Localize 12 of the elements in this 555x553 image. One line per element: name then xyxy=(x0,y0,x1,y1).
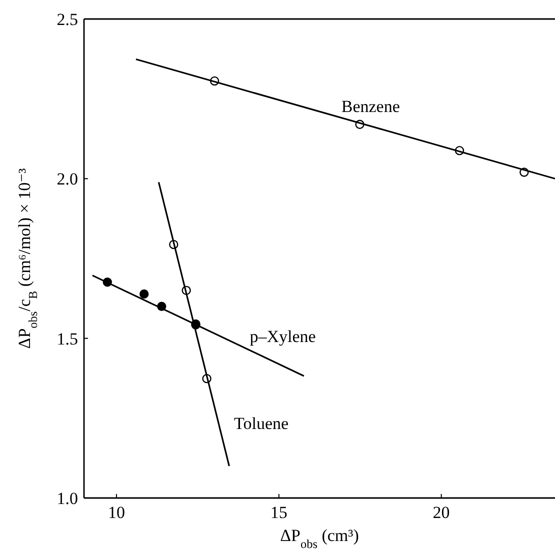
y-tick-label: 1.0 xyxy=(56,489,78,508)
x-tick-label: 20 xyxy=(432,503,450,522)
series-label: p–Xylene xyxy=(250,326,316,346)
y-tick-label: 1.5 xyxy=(56,329,78,348)
x-axis-title: ΔP$_{obs}$ (cm³) xyxy=(280,526,359,551)
series-label: Toluene xyxy=(234,414,289,434)
y-tick-label: 2.5 xyxy=(56,10,78,29)
x-tick-label: 15 xyxy=(270,503,288,522)
series-label: Benzene xyxy=(341,97,400,116)
x-tick-label: 10 xyxy=(108,503,125,522)
point xyxy=(139,289,149,299)
y-tick-label: 2.0 xyxy=(56,170,78,189)
